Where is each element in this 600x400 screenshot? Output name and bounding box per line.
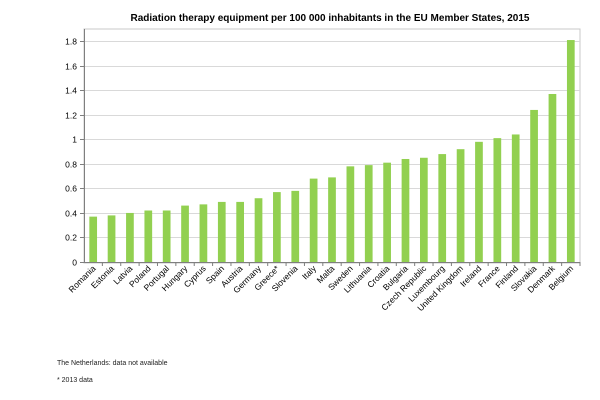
bar (181, 205, 189, 262)
y-tick-label: 0 (72, 258, 77, 268)
bar (419, 157, 428, 262)
bar (236, 201, 245, 262)
note-netherlands: The Netherlands: data not available (57, 360, 168, 367)
bar (273, 192, 281, 262)
bar (107, 215, 116, 262)
y-tick-label: 0.8 (65, 160, 77, 170)
y-tick-label: 1.6 (65, 62, 77, 72)
y-tick-label: 1.4 (65, 86, 77, 96)
bar (328, 177, 336, 262)
y-tick-label: 0.2 (65, 233, 77, 243)
bar (456, 149, 465, 262)
bar (126, 212, 134, 262)
bar (217, 201, 226, 262)
y-tick-label: 1.8 (65, 37, 77, 47)
bar (199, 204, 208, 262)
bar (566, 40, 575, 263)
y-axis-ticks: 0 0.2 0.4 0.6 0.8 1 1.2 1.4 1.6 1.8 (65, 37, 84, 268)
bar (511, 134, 520, 262)
bar (309, 178, 318, 262)
y-tick-label: 1.2 (65, 111, 77, 121)
bar (254, 198, 263, 262)
note-2013-data: * 2013 data (57, 377, 93, 384)
bar (530, 109, 538, 262)
y-tick-label: 1 (72, 135, 77, 145)
bar (364, 165, 373, 262)
bar (493, 138, 502, 262)
chart-title: Radiation therapy equipment per 100 000 … (130, 13, 529, 24)
bar (401, 158, 410, 262)
bar (291, 190, 300, 262)
y-tick-label: 0.6 (65, 184, 77, 194)
bars (89, 40, 575, 263)
bar (144, 210, 153, 262)
bar (346, 166, 355, 262)
bar (89, 216, 98, 262)
bar (438, 154, 447, 262)
bar (162, 210, 171, 262)
bar (383, 162, 391, 262)
y-tick-label: 0.4 (65, 209, 77, 219)
bar (475, 141, 483, 262)
x-axis-labels: RomaniaEstoniaLatviaPolandPortugalHungar… (66, 262, 581, 313)
bar (548, 93, 557, 262)
